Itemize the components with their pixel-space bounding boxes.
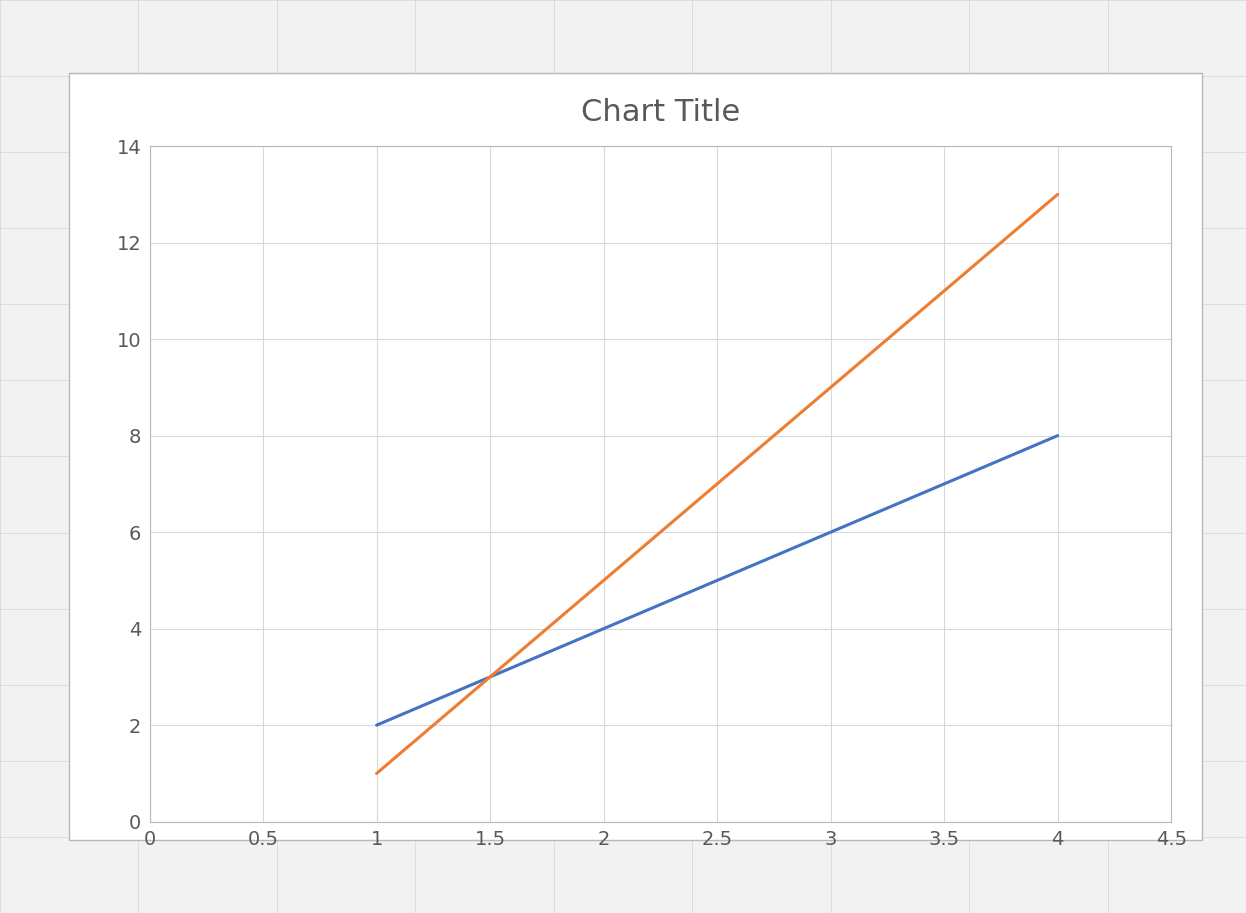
- Title: Chart Title: Chart Title: [581, 98, 740, 127]
